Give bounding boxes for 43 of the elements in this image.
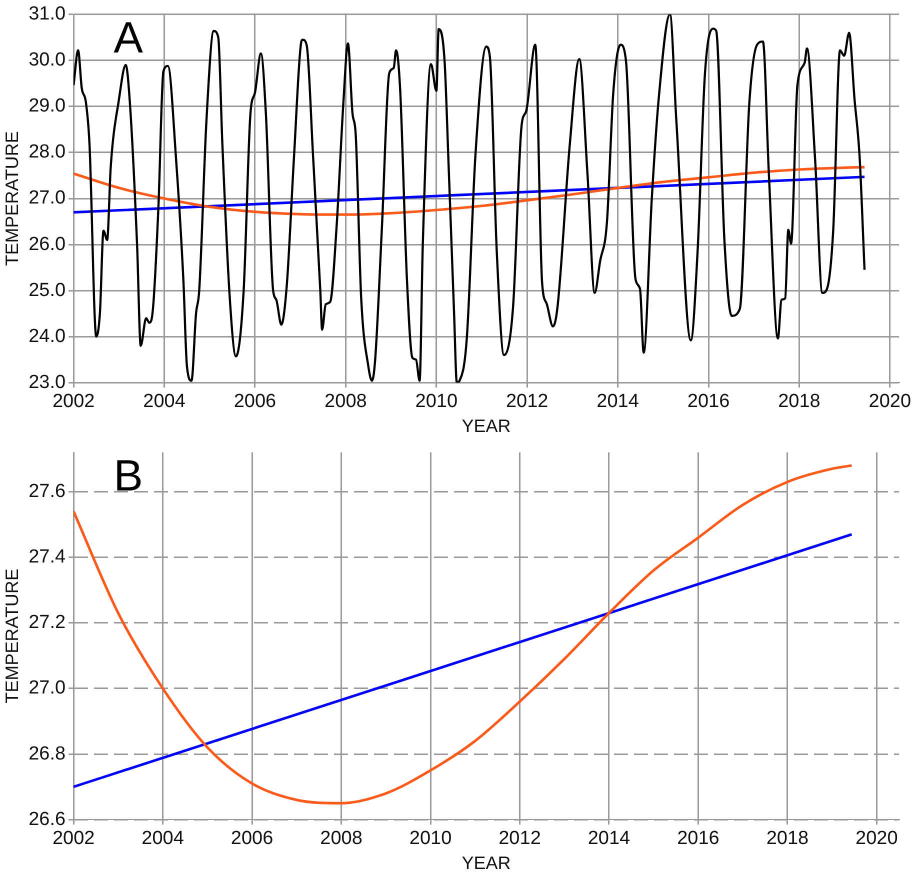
x-tick-label: 2004	[142, 828, 184, 850]
x-tick-label: 2006	[230, 828, 274, 850]
x-tick-label: 2010	[409, 828, 452, 850]
y-tick-label: 27.0	[28, 678, 66, 699]
annotation: A	[114, 14, 144, 63]
x-tick-label: 2008	[324, 391, 367, 412]
y-tick-label: 27.6	[28, 480, 66, 502]
x-tick-label: 2002	[52, 828, 95, 850]
x-tick-label: 2002	[52, 391, 95, 412]
y-tick-label: 30.0	[28, 50, 66, 71]
y-axis-title: TEMPERATURE	[2, 568, 22, 704]
y-tick-label: 26.8	[28, 743, 66, 764]
x-tick-label: 2016	[687, 391, 730, 412]
line-series	[74, 14, 866, 383]
x-tick-label: 2006	[234, 391, 276, 412]
y-tick-label: 26.0	[28, 234, 66, 255]
y-tick-label: 23.0	[28, 372, 66, 393]
x-tick-label: 2016	[677, 828, 720, 850]
x-tick-label: 2004	[143, 391, 186, 412]
annotation: B	[114, 452, 143, 501]
line-series	[74, 166, 866, 216]
y-tick-label: 31.0	[28, 4, 66, 25]
x-tick-label: 2010	[415, 391, 458, 412]
x-tick-label: 2012	[506, 391, 548, 412]
y-tick-label: 25.0	[28, 280, 66, 301]
y-tick-label: 27.4	[28, 546, 66, 568]
y-axis-title: TEMPERATURE	[2, 131, 22, 266]
x-tick-label: 2008	[320, 828, 362, 850]
x-tick-label: 2014	[588, 828, 631, 850]
y-tick-label: 24.0	[28, 326, 66, 347]
y-tick-label: 29.0	[28, 96, 66, 117]
y-tick-label: 26.6	[28, 808, 66, 830]
y-tick-label: 27.0	[28, 188, 66, 209]
y-tick-label: 27.2	[28, 612, 66, 634]
x-tick-label: 2018	[766, 828, 809, 850]
x-axis-title: YEAR	[462, 853, 511, 874]
x-axis-title: YEAR	[462, 416, 511, 436]
x-tick-label: 2012	[498, 828, 541, 850]
x-tick-label: 2014	[596, 391, 640, 412]
x-tick-label: 2020	[856, 828, 898, 850]
x-tick-label: 2018	[778, 391, 820, 412]
y-tick-label: 28.0	[28, 142, 66, 163]
x-tick-label: 2020	[868, 391, 912, 412]
